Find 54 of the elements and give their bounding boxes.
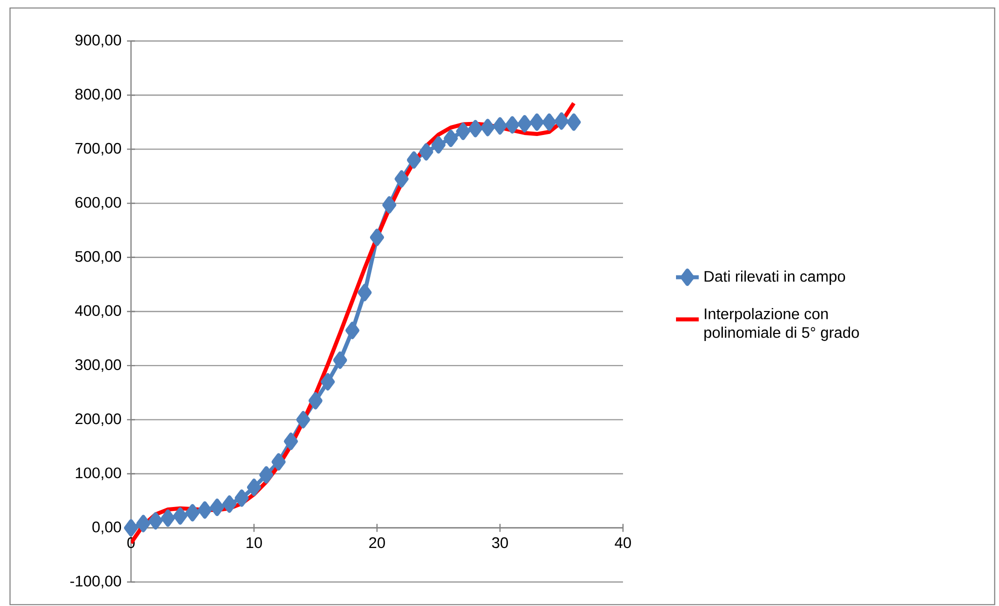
point [272,453,286,471]
y-tick-label: 0,00 [92,522,122,534]
point [124,519,138,537]
y-tick-label: 200,00 [76,413,122,426]
point [284,432,298,450]
y-tick-label: 700,00 [76,142,122,156]
point [444,130,458,148]
point [530,113,544,131]
point [345,322,360,340]
x-tick-label: 40 [614,537,631,548]
point [518,115,532,132]
point [198,501,212,519]
legend-label: Interpolazione con polinomiale di 5° grado [704,308,859,341]
point [493,117,507,135]
point [419,143,434,161]
y-tick-label: 100,00 [76,467,122,480]
point [505,116,520,134]
y-tick-label: -100,00 [70,576,122,588]
point [136,514,150,532]
point [406,151,421,169]
point [222,495,236,513]
y-tick-label: 300,00 [75,359,122,372]
point [456,122,470,140]
y-tick-label: 900,00 [75,34,122,48]
point [296,411,310,428]
point [173,507,188,525]
point [382,196,396,214]
point [480,118,495,136]
point [234,489,249,507]
point [148,512,163,530]
point [320,373,335,390]
point [394,170,409,188]
point [370,228,384,246]
y-tick-label: 400,00 [75,305,122,318]
point [432,136,446,154]
point [247,478,262,496]
point [186,504,200,522]
point [333,352,348,369]
point [554,112,568,130]
point [566,113,581,131]
x-tick-label: 10 [246,537,262,548]
point [542,113,556,131]
point [308,392,323,410]
x-tick-label: 20 [369,537,385,548]
y-tick-label: 500,00 [75,251,122,264]
point [358,284,372,302]
point [259,466,274,484]
point [160,509,175,527]
point [210,498,224,516]
x-tick-label: 30 [492,537,508,548]
legend-label: Dati rilevati in campo [704,270,846,285]
y-tick-label: 800,00 [75,88,122,102]
y-tick-label: 600,00 [76,196,122,210]
point [468,120,482,138]
